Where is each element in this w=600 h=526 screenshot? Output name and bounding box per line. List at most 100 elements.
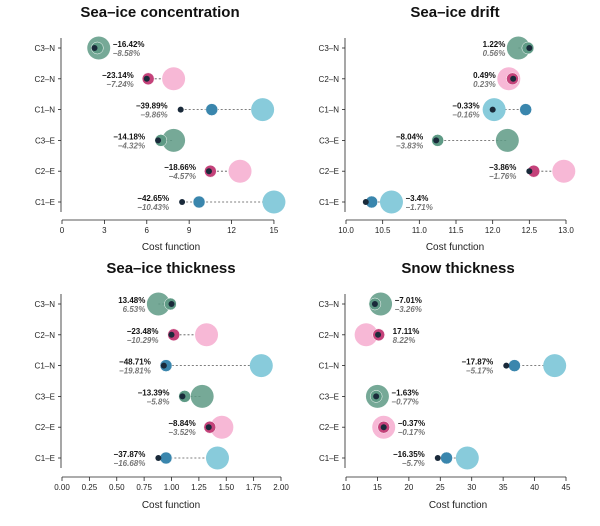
percent-change-sublabel: −10.29% <box>127 336 159 345</box>
small-marker <box>375 331 382 338</box>
big-marker <box>162 67 186 91</box>
big-marker <box>162 128 186 152</box>
big-marker <box>455 446 479 470</box>
small-marker <box>510 75 517 82</box>
percent-change-label: −16.35% <box>393 450 425 459</box>
percent-change-sublabel: −5.17% <box>466 367 493 376</box>
category-label: C1–N <box>35 106 56 115</box>
percent-change-label: −7.01% <box>395 296 422 305</box>
percent-change-label: −42.65% <box>137 194 169 203</box>
category-label: C1–N <box>319 106 340 115</box>
mid-marker <box>205 103 219 116</box>
percent-change-label: −39.89% <box>136 102 168 111</box>
percent-change-label: −37.87% <box>114 450 146 459</box>
small-marker <box>371 301 378 307</box>
x-tick-label: 15 <box>269 226 278 235</box>
percent-change-label: −1.63% <box>391 388 418 397</box>
percent-change-sublabel: −3.52% <box>168 428 195 437</box>
percent-change-sublabel: 0.56% <box>483 49 506 58</box>
big-marker <box>190 384 214 408</box>
category-label: C1–E <box>35 454 55 463</box>
category-label: C2–E <box>319 167 339 176</box>
panel-title: Sea–ice drift <box>410 4 499 21</box>
percent-change-sublabel: −0.16% <box>452 111 479 120</box>
x-tick-label: 35 <box>499 483 508 492</box>
category-label: C3–E <box>35 136 55 145</box>
x-tick-label: 0 <box>60 226 65 235</box>
percent-change-sublabel: −4.32% <box>118 141 145 150</box>
big-marker <box>495 128 519 152</box>
category-label: C1–E <box>35 198 55 207</box>
big-marker <box>249 354 273 378</box>
x-tick-label: 10 <box>342 483 351 492</box>
x-axis-label: Cost function <box>429 500 487 511</box>
percent-change-sublabel: 8.22% <box>393 336 416 345</box>
percent-change-sublabel: −7.24% <box>106 80 133 89</box>
mid-marker <box>508 359 521 372</box>
panel-title: Sea–ice thickness <box>106 260 235 277</box>
big-marker <box>354 323 378 347</box>
percent-change-sublabel: −5.7% <box>402 459 425 468</box>
percent-change-label: −23.48% <box>127 327 159 336</box>
small-marker <box>526 45 533 51</box>
x-tick-label: 0.25 <box>82 483 98 492</box>
mid-marker <box>519 103 532 116</box>
x-tick-label: 9 <box>187 226 192 235</box>
percent-change-label: −8.04% <box>396 132 423 141</box>
category-label: C2–N <box>319 331 340 340</box>
small-marker <box>503 362 510 369</box>
category-label: C3–E <box>319 136 339 145</box>
big-marker <box>251 98 275 122</box>
big-marker <box>205 446 229 470</box>
percent-change-sublabel: −19.81% <box>119 367 151 376</box>
category-label: C2–E <box>35 167 55 176</box>
category-label: C2–E <box>319 423 339 432</box>
percent-change-sublabel: −3.83% <box>396 141 423 150</box>
percent-change-label: −0.33% <box>452 102 479 111</box>
panel-title: Snow thickness <box>401 260 514 277</box>
category-label: C3–E <box>35 392 55 401</box>
category-label: C3–E <box>319 392 339 401</box>
x-tick-label: 45 <box>562 483 571 492</box>
x-tick-label: 10.0 <box>338 226 354 235</box>
small-marker <box>143 75 150 82</box>
small-marker <box>155 137 162 144</box>
category-label: C1–N <box>35 362 56 371</box>
percent-change-label: −8.84% <box>168 419 195 428</box>
small-marker <box>179 393 186 400</box>
percent-change-sublabel: 0.23% <box>473 80 496 89</box>
small-marker <box>168 301 175 307</box>
percent-change-label: −13.39% <box>138 388 170 397</box>
big-marker <box>543 354 567 378</box>
category-label: C3–N <box>35 300 56 309</box>
x-tick-label: 1.25 <box>191 483 207 492</box>
x-tick-label: 1.50 <box>218 483 234 492</box>
percent-change-sublabel: −0.17% <box>398 428 425 437</box>
mid-marker <box>192 195 206 209</box>
category-label: C2–E <box>35 423 55 432</box>
small-marker <box>373 393 380 400</box>
x-tick-label: 1.00 <box>164 483 180 492</box>
percent-change-label: −0.37% <box>398 419 425 428</box>
small-marker <box>205 424 212 431</box>
small-marker <box>155 455 162 461</box>
small-marker <box>489 106 496 113</box>
x-tick-label: 0.00 <box>54 483 70 492</box>
small-marker <box>177 106 184 113</box>
percent-change-label: −17.87% <box>461 358 493 367</box>
small-marker <box>362 199 369 205</box>
category-label: C3–N <box>35 44 56 53</box>
x-axis-label: Cost function <box>426 242 484 253</box>
x-tick-label: 12.5 <box>522 226 538 235</box>
category-label: C1–E <box>319 454 339 463</box>
x-tick-label: 0.75 <box>136 483 152 492</box>
category-label: C2–N <box>35 331 56 340</box>
percent-change-label: 13.48% <box>118 296 145 305</box>
panel-title: Sea–ice concentration <box>80 4 239 21</box>
x-tick-label: 25 <box>436 483 445 492</box>
x-tick-label: 12.0 <box>485 226 501 235</box>
x-tick-label: 13.0 <box>558 226 574 235</box>
percent-change-sublabel: −3.26% <box>395 305 422 314</box>
mid-marker <box>159 451 173 465</box>
